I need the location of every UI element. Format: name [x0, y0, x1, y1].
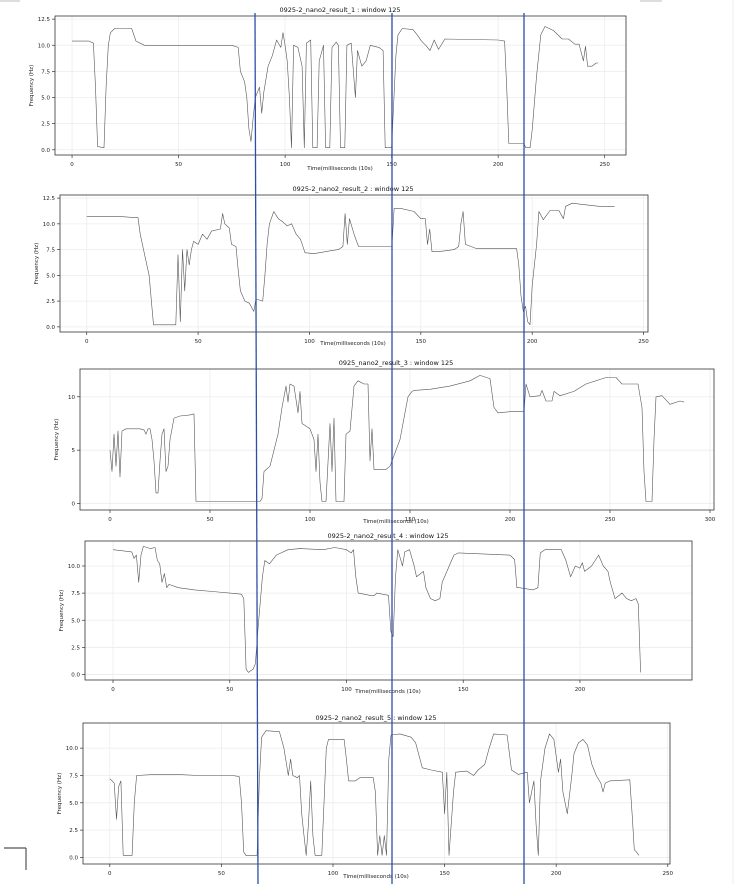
y-tick-label: 5.0 [69, 801, 78, 807]
x-tick-label: 150 [405, 517, 416, 523]
chart-title: 0925-2_nano2_result_2 : window 125 [292, 185, 413, 193]
x-tick-label: 50 [195, 339, 202, 345]
y-tick-label: 2.5 [46, 299, 55, 305]
y-axis-label: Frequency (Hz) [57, 773, 63, 814]
x-axis-label: Time(milliseconds (10s) [362, 519, 428, 525]
x-tick-label: 50 [175, 162, 182, 168]
chart-panel-1: 0501001502002500.02.55.07.510.012.50925-… [29, 6, 627, 172]
chart-panel-3: 0 50 100 150 200 250 300 0 5 10 0925_nano2_result_… [54, 359, 716, 525]
series-line [86, 202, 615, 326]
y-axis-label: Frequency (Hz) [54, 419, 60, 460]
x-axis-label: Time(milliseconds (10s) [319, 341, 385, 347]
series-line [109, 730, 640, 856]
y-tick-label: 10.0 [66, 746, 79, 752]
y-tick-label: 7.5 [41, 69, 50, 75]
y-tick-label: 0.0 [71, 673, 80, 679]
y-tick-label: 7.5 [46, 248, 55, 254]
series-line [109, 375, 685, 502]
y-tick-label: 7.5 [69, 773, 78, 779]
x-axis-label: Time(milliseconds (10s) [342, 874, 408, 880]
y-tick-label: 2.5 [69, 828, 78, 834]
y-axis-label: Frequency (Hz) [59, 590, 65, 631]
x-tick-label: 200 [493, 162, 504, 168]
x-tick-label: 200 [505, 517, 516, 523]
y-axis-label: Frequency (Hz) [29, 65, 35, 106]
y-tick-label: 7.5 [71, 591, 80, 597]
x-tick-label: 150 [439, 871, 450, 877]
y-tick-label: 0.0 [69, 855, 78, 861]
x-axis-label: Time(milliseconds (10s) [306, 166, 372, 172]
y-axis-label: Frequency (Hz) [34, 243, 40, 284]
y-tick-label: 5.0 [71, 618, 80, 624]
x-tick-label: 50 [218, 871, 225, 877]
plot-frame [82, 722, 671, 865]
y-tick-label: 2.5 [41, 122, 50, 128]
chart-title: 0925-2_nano2_result_1 : window 125 [279, 6, 400, 14]
x-tick-label: 0 [108, 517, 112, 523]
y-tick-label: 12.5 [38, 17, 51, 23]
plot-frame [79, 368, 715, 511]
x-tick-label: 100 [328, 871, 339, 877]
plot-frame [54, 15, 627, 156]
x-tick-label: 250 [605, 517, 616, 523]
alignment-line-1 [254, 12, 259, 884]
y-tick-label: 5.0 [41, 96, 50, 102]
x-tick-label: 150 [416, 339, 427, 345]
x-tick-label: 200 [527, 339, 538, 345]
x-tick-label: 100 [305, 517, 316, 523]
y-tick-label: 10.0 [68, 564, 81, 570]
chart-title: 0925_nano2_result_3 : window 125 [339, 359, 454, 367]
x-tick-label: 150 [458, 687, 469, 693]
y-tick-label: 2.5 [71, 645, 80, 651]
series-line [112, 546, 641, 673]
chart-title: 0925-2_nano2_result_5 : window 125 [315, 714, 436, 722]
y-tick-label: 5.0 [46, 273, 55, 279]
chart-panel-2: 0 50 100 150 200 250 0.0 2.5 5.0 7.5 10.0 12.5 0925-… [34, 185, 649, 347]
y-tick-label: 0.0 [41, 148, 50, 154]
x-tick-label: 250 [638, 339, 649, 345]
x-tick-label: 200 [551, 871, 562, 877]
chart-title: 0925-2_nano2_result_4 : window 125 [327, 532, 448, 540]
y-tick-label: 5 [72, 448, 76, 454]
x-axis-label: Time(milliseconds (10s) [354, 689, 420, 695]
y-tick-label: 10.0 [38, 43, 51, 49]
chart-panel-4: 0 50 100 150 200 0.0 2.5 5.0 7.5 10.0 0925-2_nano2… [59, 532, 693, 695]
x-tick-label: 100 [280, 162, 291, 168]
y-tick-label: 10.0 [43, 222, 56, 228]
plot-frame [59, 194, 649, 333]
plot-frame [84, 540, 693, 681]
x-tick-label: 100 [304, 339, 315, 345]
alignment-lines [254, 12, 525, 884]
y-tick-label: 0 [72, 502, 76, 508]
x-tick-label: 300 [705, 517, 716, 523]
x-tick-label: 0 [85, 339, 89, 345]
y-tick-label: 12.5 [43, 196, 56, 202]
y-tick-label: 0.0 [46, 325, 55, 331]
x-tick-label: 0 [111, 687, 115, 693]
x-tick-label: 200 [575, 687, 586, 693]
y-tick-label: 10 [68, 395, 75, 401]
series-line [72, 26, 599, 148]
x-tick-label: 50 [207, 517, 214, 523]
x-tick-label: 0 [108, 871, 112, 877]
x-tick-label: 50 [226, 687, 233, 693]
x-tick-label: 250 [663, 871, 674, 877]
x-tick-label: 250 [599, 162, 610, 168]
chart-panel-5: 0 50 100 150 200 250 0.0 2.5 5.0 7.5 10.0 0925-2_na… [57, 714, 674, 880]
x-tick-label: 100 [341, 687, 352, 693]
x-tick-label: 0 [70, 162, 74, 168]
